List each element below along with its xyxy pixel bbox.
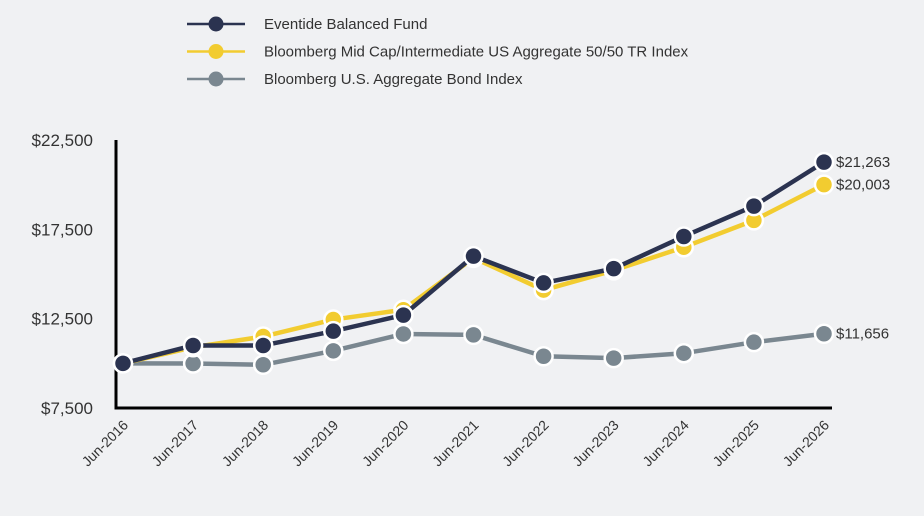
y-tick-label: $17,500 (32, 220, 93, 239)
x-tick-label: Jun-2020 (359, 417, 412, 470)
series-group (112, 323, 835, 376)
data-point (393, 323, 414, 345)
y-tick-label: $22,500 (32, 131, 93, 150)
legend-label: Bloomberg Mid Cap/Intermediate US Aggreg… (264, 44, 689, 61)
data-point (323, 340, 344, 362)
data-point (813, 151, 835, 173)
legend-label: Bloomberg U.S. Aggregate Bond Index (264, 71, 523, 88)
data-point (603, 258, 624, 279)
legend-label: Eventide Balanced Fund (264, 16, 427, 33)
data-point (743, 195, 765, 217)
legend-item: Bloomberg Mid Cap/Intermediate US Aggreg… (187, 44, 689, 61)
data-point (323, 320, 344, 342)
axes (114, 140, 832, 410)
legend-item: Eventide Balanced Fund (187, 16, 427, 33)
data-point (533, 272, 554, 294)
end-labels: $11,656 $20,003 $21,263 (836, 154, 890, 343)
data-point (813, 174, 835, 195)
data-point (463, 245, 484, 267)
x-tick-label: Jun-2019 (289, 417, 342, 470)
x-tick-label: Jun-2021 (429, 417, 482, 470)
data-point (112, 353, 134, 374)
data-point (813, 323, 835, 344)
y-tick-label: $7,500 (41, 399, 93, 418)
x-tick-label: Jun-2018 (219, 417, 272, 470)
legend-item: Bloomberg U.S. Aggregate Bond Index (187, 71, 523, 88)
data-point (463, 324, 484, 346)
x-tick-label: Jun-2024 (639, 417, 692, 470)
data-point (673, 226, 695, 247)
x-axis-ticks: Jun-2016 Jun-2017 Jun-2018 Jun-2019 Jun-2020… (79, 417, 833, 470)
end-value-label: $20,003 (836, 177, 890, 194)
legend-marker-swatch (208, 71, 224, 87)
y-tick-label: $12,500 (32, 310, 93, 329)
data-point (252, 335, 274, 356)
series-layer (112, 151, 835, 376)
data-point (673, 342, 695, 364)
x-tick-label: Jun-2016 (79, 417, 132, 470)
x-tick-label: Jun-2022 (499, 417, 552, 470)
data-point (533, 346, 554, 367)
data-point (603, 347, 624, 369)
x-tick-label: Jun-2026 (780, 417, 833, 470)
y-axis-ticks: $7,500 $12,500 $17,500 $22,500 (32, 131, 93, 418)
end-value-label: $21,263 (836, 154, 890, 171)
series-group (112, 151, 835, 374)
legend-marker-swatch (208, 16, 224, 32)
legend: Eventide Balanced Fund Bloomberg Mid Cap/… (187, 16, 689, 88)
data-point (393, 304, 414, 326)
data-point (743, 331, 765, 353)
x-tick-label: Jun-2025 (709, 417, 762, 470)
legend-marker-swatch (208, 44, 224, 59)
x-tick-label: Jun-2023 (569, 417, 622, 470)
end-value-label: $11,656 (836, 326, 889, 343)
data-point (182, 335, 204, 356)
data-point (252, 354, 274, 376)
x-tick-label: Jun-2017 (149, 417, 202, 470)
